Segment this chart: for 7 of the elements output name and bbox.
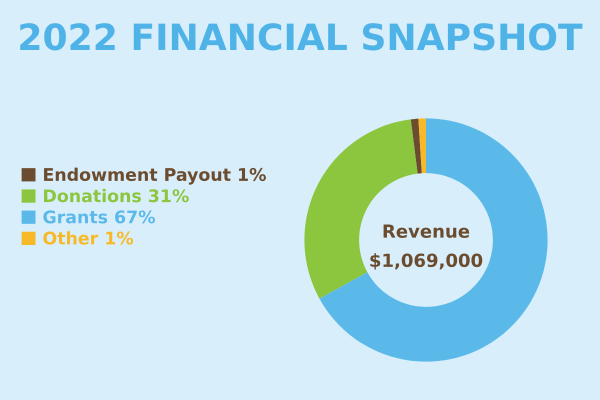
chart-title: 2022 FINANCIAL SNAPSHOT [20,23,582,50]
legend-label: Other 1% [43,231,134,245]
legend-label: Grants 67% [43,210,156,224]
text: Revenue [384,224,470,238]
text: $1,069,000 [370,253,482,270]
legend-label: Donations 31% [44,188,189,202]
legend-label: Endowment Payout 1% [44,168,266,185]
